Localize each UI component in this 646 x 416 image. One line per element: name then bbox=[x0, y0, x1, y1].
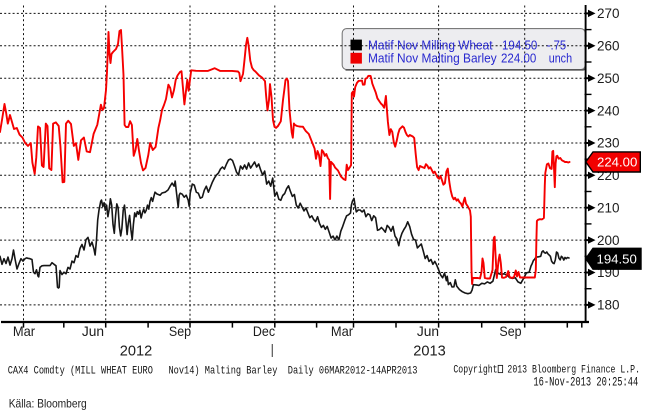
svg-text:194.50: 194.50 bbox=[502, 38, 537, 53]
svg-text:Sep: Sep bbox=[169, 323, 191, 339]
svg-text:240: 240 bbox=[597, 103, 620, 118]
svg-text:180: 180 bbox=[597, 298, 620, 313]
svg-text:Matif Nov Milling Wheat: Matif Nov Milling Wheat bbox=[368, 38, 493, 53]
svg-text:Copyright 2013 Bloomberg Fina: Copyright 2013 Bloomberg Finance L.P. bbox=[453, 365, 640, 377]
svg-text:224.00: 224.00 bbox=[597, 155, 637, 170]
svg-text:250: 250 bbox=[597, 71, 620, 86]
svg-text:CAX4 Comdty (MILL WHEAT EURO: CAX4 Comdty (MILL WHEAT EURO Nov14) Malt… bbox=[8, 366, 418, 378]
svg-text:Källa: Bloomberg: Källa: Bloomberg bbox=[9, 397, 87, 410]
svg-text:210: 210 bbox=[597, 200, 620, 215]
svg-text:-.75: -.75 bbox=[547, 38, 567, 53]
svg-text:2013: 2013 bbox=[413, 344, 445, 360]
svg-text:230: 230 bbox=[597, 136, 620, 151]
svg-text:Jun: Jun bbox=[417, 323, 439, 339]
svg-text:224.00: 224.00 bbox=[501, 51, 536, 66]
svg-text:Jun: Jun bbox=[82, 323, 104, 339]
svg-text:Dec: Dec bbox=[253, 323, 275, 339]
svg-text:Matif Nov Malting Barley: Matif Nov Malting Barley bbox=[368, 51, 497, 66]
svg-text:16-Nov-2013 20:25:44: 16-Nov-2013 20:25:44 bbox=[533, 376, 638, 390]
svg-text:260: 260 bbox=[597, 39, 620, 54]
svg-text:unch: unch bbox=[549, 51, 572, 66]
svg-text:2012: 2012 bbox=[120, 344, 152, 360]
svg-text:194.50: 194.50 bbox=[597, 251, 637, 266]
svg-text:200: 200 bbox=[597, 233, 620, 248]
svg-text:Mar: Mar bbox=[13, 323, 35, 339]
svg-text:Sep: Sep bbox=[499, 323, 521, 339]
svg-text:270: 270 bbox=[597, 6, 620, 21]
svg-text:Mar: Mar bbox=[331, 323, 353, 339]
